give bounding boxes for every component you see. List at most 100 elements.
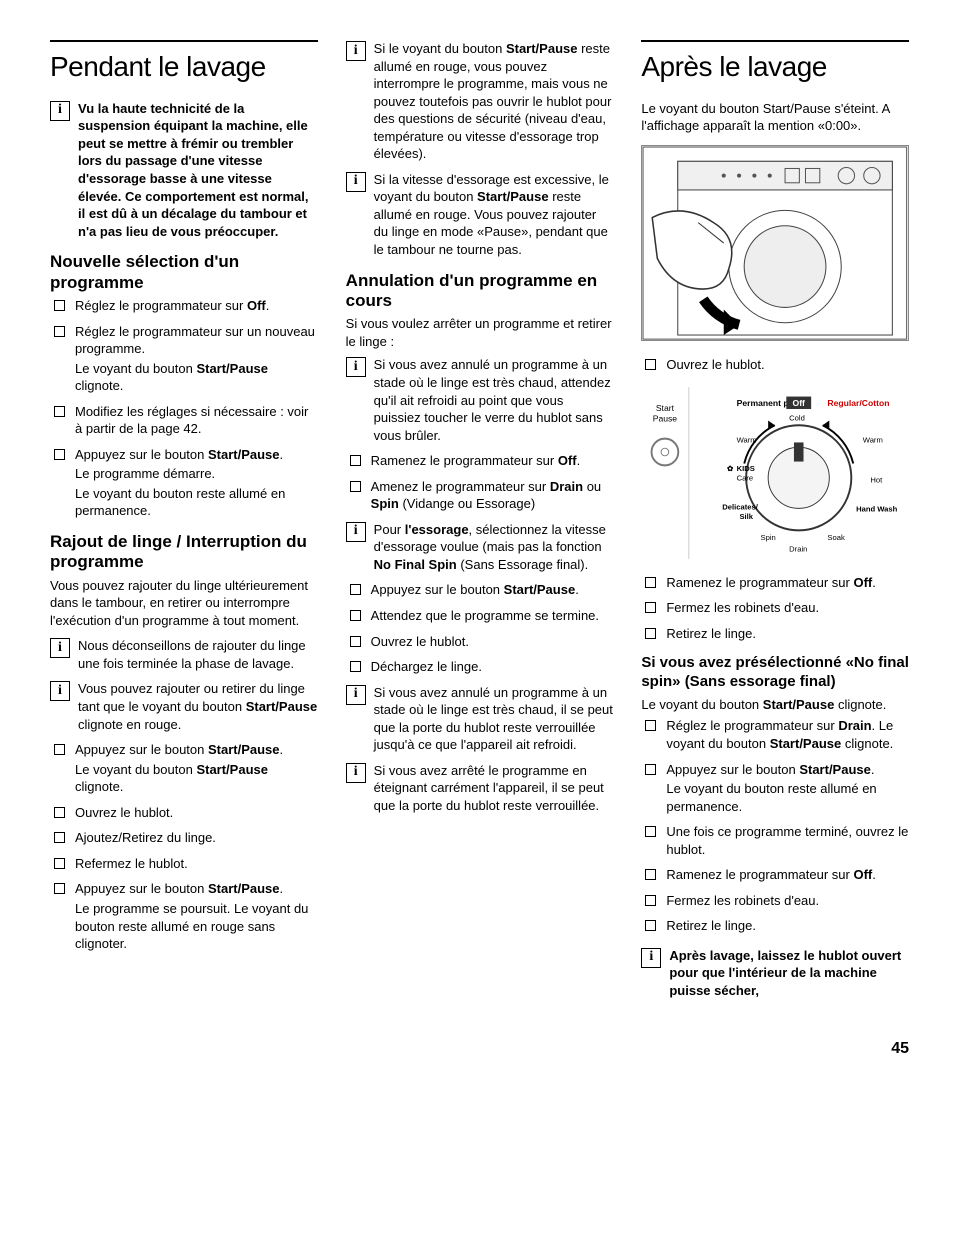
bullet-icon	[350, 584, 361, 595]
heading-rajout: Rajout de linge / Interruption du progra…	[50, 532, 318, 573]
washer-illustration	[641, 145, 909, 341]
bullet-icon	[645, 826, 656, 837]
heading-pendant: Pendant le lavage	[50, 48, 318, 86]
bullet-icon	[645, 602, 656, 613]
column-1: Pendant le lavage i Vu la haute technici…	[50, 40, 318, 1008]
list-item: Ouvrez le hublot.	[50, 804, 318, 824]
svg-text:✿: ✿	[727, 464, 734, 473]
bullet-icon	[54, 832, 65, 843]
list-item: Ouvrez le hublot.	[346, 633, 614, 653]
svg-text:Delicates/: Delicates/	[723, 502, 759, 511]
svg-text:Hot: Hot	[871, 476, 884, 485]
bullet-icon	[54, 326, 65, 337]
info-icon: i	[346, 172, 366, 192]
bullet-icon	[645, 720, 656, 731]
heading-rule	[641, 40, 909, 42]
heading-nouvelle-selection: Nouvelle sélection d'un programme	[50, 252, 318, 293]
list-item: Réglez le programmateur sur Off.	[50, 297, 318, 317]
info-text: Vu la haute technicité de la suspension …	[78, 101, 308, 239]
info-icon: i	[50, 101, 70, 121]
bullet-icon	[645, 869, 656, 880]
info-icon: i	[50, 681, 70, 701]
svg-text:Silk: Silk	[740, 512, 754, 521]
bullet-icon	[645, 764, 656, 775]
list-item: Appuyez sur le bouton Start/Pause. Le pr…	[50, 446, 318, 522]
column-3: Après le lavage Le voyant du bouton Star…	[641, 40, 909, 1008]
svg-text:Pause: Pause	[653, 414, 678, 424]
info-block: i Nous déconseillons de rajouter du ling…	[50, 637, 318, 674]
list-item: Une fois ce programme terminé, ouvrez le…	[641, 823, 909, 860]
svg-text:Hand Wash: Hand Wash	[856, 504, 898, 513]
bullet-icon	[645, 895, 656, 906]
info-icon: i	[641, 948, 661, 968]
svg-text:Warm: Warm	[863, 436, 883, 445]
bullet-icon	[54, 449, 65, 460]
bullet-icon	[350, 610, 361, 621]
info-icon: i	[346, 41, 366, 61]
list-item: Attendez que le programme se termine.	[346, 607, 614, 627]
svg-text:KIDS: KIDS	[737, 464, 755, 473]
heading-rule	[50, 40, 318, 42]
svg-text:Care: Care	[737, 474, 754, 483]
list-item: Déchargez le linge.	[346, 658, 614, 678]
list-item: Refermez le hublot.	[50, 855, 318, 875]
list-item: Retirez le linge.	[641, 917, 909, 937]
list-item: Retirez le linge.	[641, 625, 909, 645]
page-columns: Pendant le lavage i Vu la haute technici…	[50, 40, 909, 1008]
rajout-intro: Vous pouvez rajouter du linge ultérieure…	[50, 577, 318, 630]
info-icon: i	[346, 763, 366, 783]
bullet-icon	[54, 744, 65, 755]
heading-apres: Après le lavage	[641, 48, 909, 86]
list-item: Appuyez sur le bouton Start/Pause. Le vo…	[641, 761, 909, 818]
svg-text:Drain: Drain	[790, 545, 808, 554]
svg-text:Soak: Soak	[828, 533, 846, 542]
info-final: i Après lavage, laissez le hublot ouvert…	[641, 947, 909, 1002]
list-item: Ramenez le programmateur sur Off.	[641, 866, 909, 886]
bullet-icon	[54, 858, 65, 869]
column-2: i Si le voyant du bouton Start/Pause res…	[346, 40, 614, 1008]
list-item: Réglez le programmateur sur un nouveau p…	[50, 323, 318, 397]
info-block: i Si la vitesse d'essorage est excessive…	[346, 171, 614, 261]
bullet-icon	[350, 636, 361, 647]
svg-text:Regular/Cotton: Regular/Cotton	[828, 398, 890, 408]
list-item: Ramenez le programmateur sur Off.	[641, 574, 909, 594]
bullet-icon	[54, 300, 65, 311]
list-item: Ajoutez/Retirez du linge.	[50, 829, 318, 849]
svg-text:Spin: Spin	[761, 533, 776, 542]
svg-text:Off: Off	[793, 398, 806, 408]
page-number: 45	[50, 1038, 909, 1060]
heading-no-final-spin: Si vous avez présélectionné «No final sp…	[641, 654, 909, 692]
info-block: i Si vous avez annulé un programme à un …	[346, 356, 614, 446]
list-item: Appuyez sur le bouton Start/Pause. Le vo…	[50, 741, 318, 798]
bullet-icon	[350, 455, 361, 466]
heading-annulation: Annulation d'un programme en cours	[346, 271, 614, 312]
list-item: Appuyez sur le bouton Start/Pause.	[346, 581, 614, 601]
info-block: i Si vous avez annulé un programme à un …	[346, 684, 614, 756]
bullet-icon	[645, 920, 656, 931]
annul-intro: Si vous voulez arrêter un programme et r…	[346, 315, 614, 350]
final-info-text: Après lavage, laissez le hublot ouvert p…	[669, 948, 901, 998]
list-item: Modifiez les réglages si nécessaire : vo…	[50, 403, 318, 440]
info-icon: i	[346, 522, 366, 542]
svg-text:Start: Start	[656, 403, 675, 413]
info-suspension: i Vu la haute technicité de la suspensio…	[50, 100, 318, 242]
list-item: Appuyez sur le bouton Start/Pause. Le pr…	[50, 880, 318, 954]
list-item: Fermez les robinets d'eau.	[641, 892, 909, 912]
svg-text:Cold: Cold	[790, 414, 806, 423]
list-item: Fermez les robinets d'eau.	[641, 599, 909, 619]
info-block: i Vous pouvez rajouter ou retirer du lin…	[50, 680, 318, 735]
info-icon: i	[50, 638, 70, 658]
bullet-icon	[350, 481, 361, 492]
info-icon: i	[346, 357, 366, 377]
list-item: Amenez le programmateur sur Drain ou Spi…	[346, 478, 614, 515]
bullet-icon	[645, 628, 656, 639]
list-item: Réglez le programmateur sur Drain. Le vo…	[641, 717, 909, 754]
bullet-icon	[645, 577, 656, 588]
info-block: i Si vous avez arrêté le programme en ét…	[346, 762, 614, 817]
bullet-icon	[645, 359, 656, 370]
list-item: Ouvrez le hublot.	[641, 356, 909, 376]
info-icon: i	[346, 685, 366, 705]
nfs-intro: Le voyant du bouton Start/Pause clignote…	[641, 696, 909, 714]
info-block: i Si le voyant du bouton Start/Pause res…	[346, 40, 614, 165]
bullet-icon	[54, 807, 65, 818]
